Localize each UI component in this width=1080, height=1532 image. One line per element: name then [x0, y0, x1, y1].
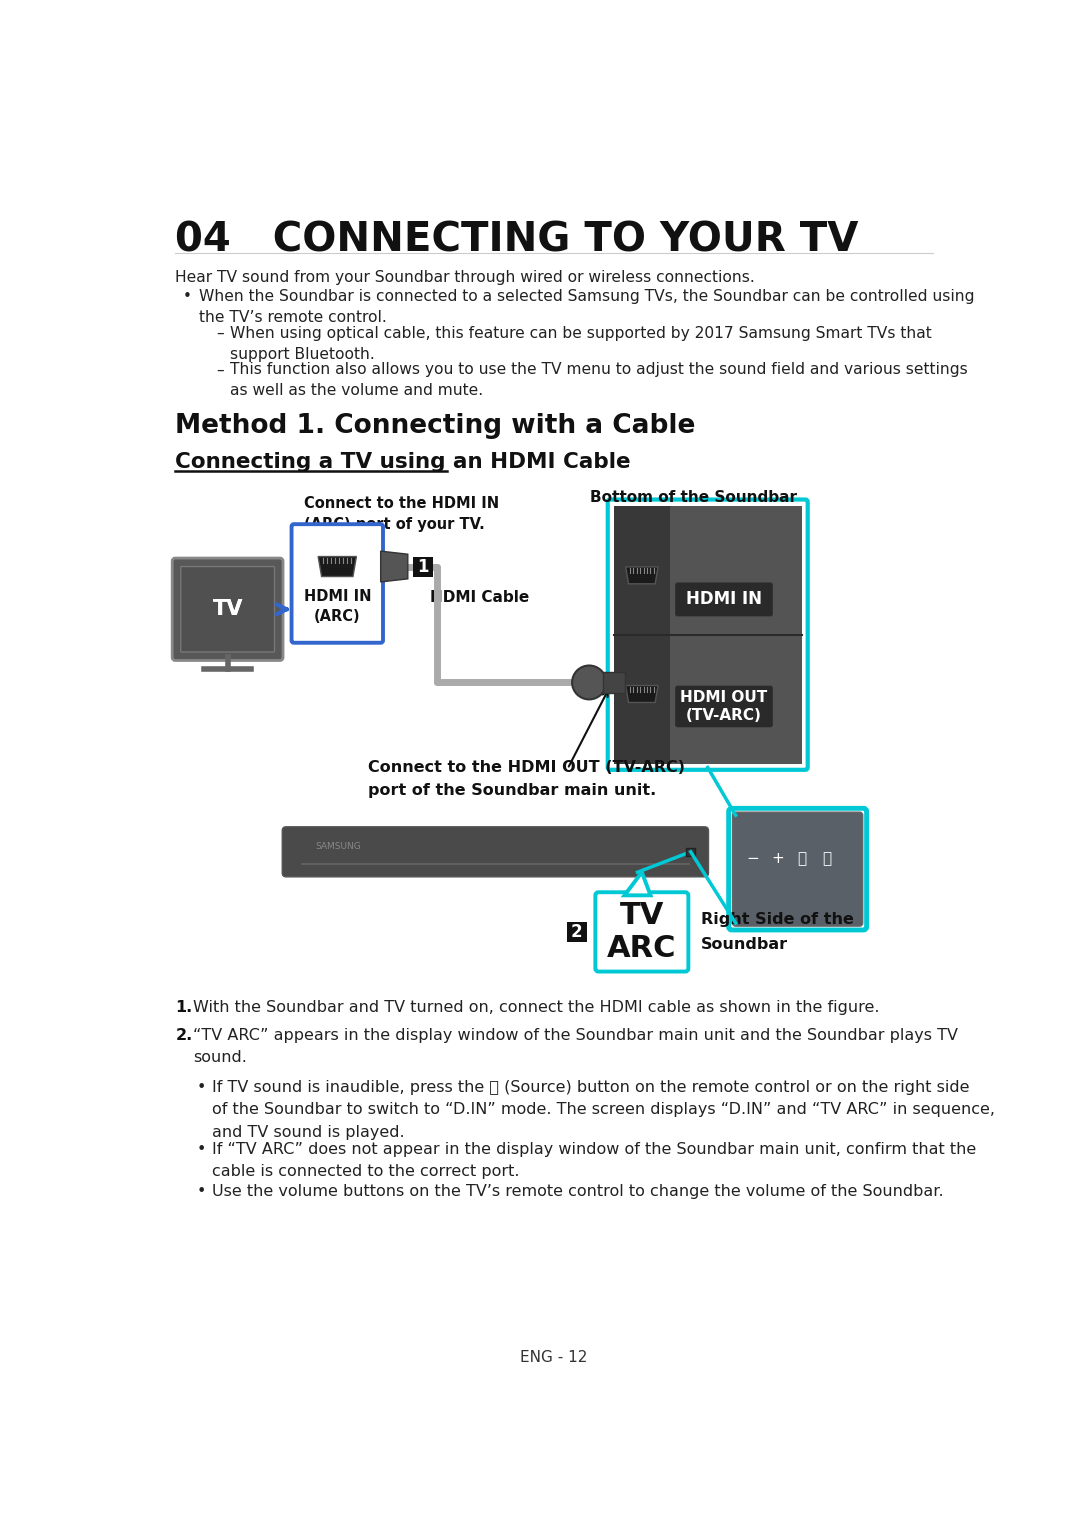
- Text: +: +: [771, 850, 784, 866]
- Polygon shape: [624, 872, 650, 895]
- Text: TV: TV: [213, 599, 243, 619]
- Text: TV
ARC: TV ARC: [607, 901, 676, 964]
- Text: Connect to the HDMI OUT (TV-ARC)
port of the Soundbar main unit.: Connect to the HDMI OUT (TV-ARC) port of…: [367, 760, 685, 798]
- Text: This function also allows you to use the TV menu to adjust the sound field and v: This function also allows you to use the…: [230, 363, 968, 398]
- Text: 04   CONNECTING TO YOUR TV: 04 CONNECTING TO YOUR TV: [175, 221, 859, 260]
- Text: ENG - 12: ENG - 12: [519, 1350, 588, 1365]
- Text: 2: 2: [571, 922, 582, 941]
- Text: Method 1. Connecting with a Cable: Method 1. Connecting with a Cable: [175, 414, 696, 440]
- Text: •: •: [197, 1184, 206, 1200]
- Text: Hear TV sound from your Soundbar through wired or wireless connections.: Hear TV sound from your Soundbar through…: [175, 270, 755, 285]
- Polygon shape: [625, 567, 658, 584]
- Polygon shape: [319, 556, 356, 576]
- Text: •: •: [183, 288, 192, 303]
- Bar: [613, 506, 670, 763]
- Text: HDMI IN: HDMI IN: [686, 590, 762, 608]
- Text: –: –: [216, 325, 224, 340]
- Bar: [686, 849, 696, 856]
- Text: SAMSUNG: SAMSUNG: [315, 841, 362, 850]
- FancyBboxPatch shape: [675, 582, 773, 616]
- Bar: [567, 922, 586, 942]
- Text: When the Soundbar is connected to a selected Samsung TVs, the Soundbar can be co: When the Soundbar is connected to a sele…: [199, 288, 974, 325]
- Text: 1: 1: [418, 558, 429, 576]
- FancyBboxPatch shape: [595, 892, 688, 971]
- Text: Right Side of the
Soundbar: Right Side of the Soundbar: [701, 912, 853, 951]
- Text: 1.: 1.: [175, 1000, 192, 1016]
- Text: •: •: [197, 1080, 206, 1095]
- FancyBboxPatch shape: [608, 499, 808, 769]
- Text: With the Soundbar and TV turned on, connect the HDMI cable as shown in the figur: With the Soundbar and TV turned on, conn…: [193, 1000, 879, 1016]
- FancyBboxPatch shape: [180, 567, 274, 653]
- Polygon shape: [380, 552, 408, 582]
- Text: If TV sound is inaudible, press the ⓢ (Source) button on the remote control or o: If TV sound is inaudible, press the ⓢ (S…: [213, 1080, 996, 1140]
- Text: 2.: 2.: [175, 1028, 192, 1043]
- Polygon shape: [625, 685, 658, 703]
- FancyBboxPatch shape: [675, 686, 773, 728]
- Text: •: •: [197, 1141, 206, 1157]
- Text: When using optical cable, this feature can be supported by 2017 Samsung Smart TV: When using optical cable, this feature c…: [230, 325, 931, 362]
- FancyBboxPatch shape: [729, 809, 866, 930]
- Circle shape: [572, 665, 606, 700]
- Bar: [670, 506, 801, 763]
- Text: –: –: [216, 363, 224, 377]
- Text: Bottom of the Soundbar: Bottom of the Soundbar: [590, 490, 797, 506]
- FancyBboxPatch shape: [172, 558, 283, 660]
- Text: If “TV ARC” does not appear in the display window of the Soundbar main unit, con: If “TV ARC” does not appear in the displ…: [213, 1141, 976, 1180]
- Text: Use the volume buttons on the TV’s remote control to change the volume of the So: Use the volume buttons on the TV’s remot…: [213, 1184, 944, 1200]
- Text: ⏻: ⏻: [823, 850, 832, 866]
- Text: −: −: [746, 850, 759, 866]
- FancyBboxPatch shape: [282, 827, 708, 876]
- Text: Connect to the HDMI IN
(ARC) port of your TV.: Connect to the HDMI IN (ARC) port of you…: [303, 496, 499, 532]
- Text: Connecting a TV using an HDMI Cable: Connecting a TV using an HDMI Cable: [175, 452, 631, 472]
- FancyBboxPatch shape: [732, 812, 863, 927]
- Text: “TV ARC” appears in the display window of the Soundbar main unit and the Soundba: “TV ARC” appears in the display window o…: [193, 1028, 958, 1065]
- Text: HDMI IN
(ARC): HDMI IN (ARC): [303, 590, 372, 624]
- Text: HDMI OUT
(TV-ARC): HDMI OUT (TV-ARC): [680, 689, 768, 723]
- Text: ⓢ: ⓢ: [798, 850, 807, 866]
- Text: HDMI Cable: HDMI Cable: [430, 590, 529, 605]
- Bar: [603, 671, 625, 694]
- Bar: [414, 556, 433, 576]
- FancyBboxPatch shape: [292, 524, 383, 643]
- Text: TV: TV: [213, 599, 243, 619]
